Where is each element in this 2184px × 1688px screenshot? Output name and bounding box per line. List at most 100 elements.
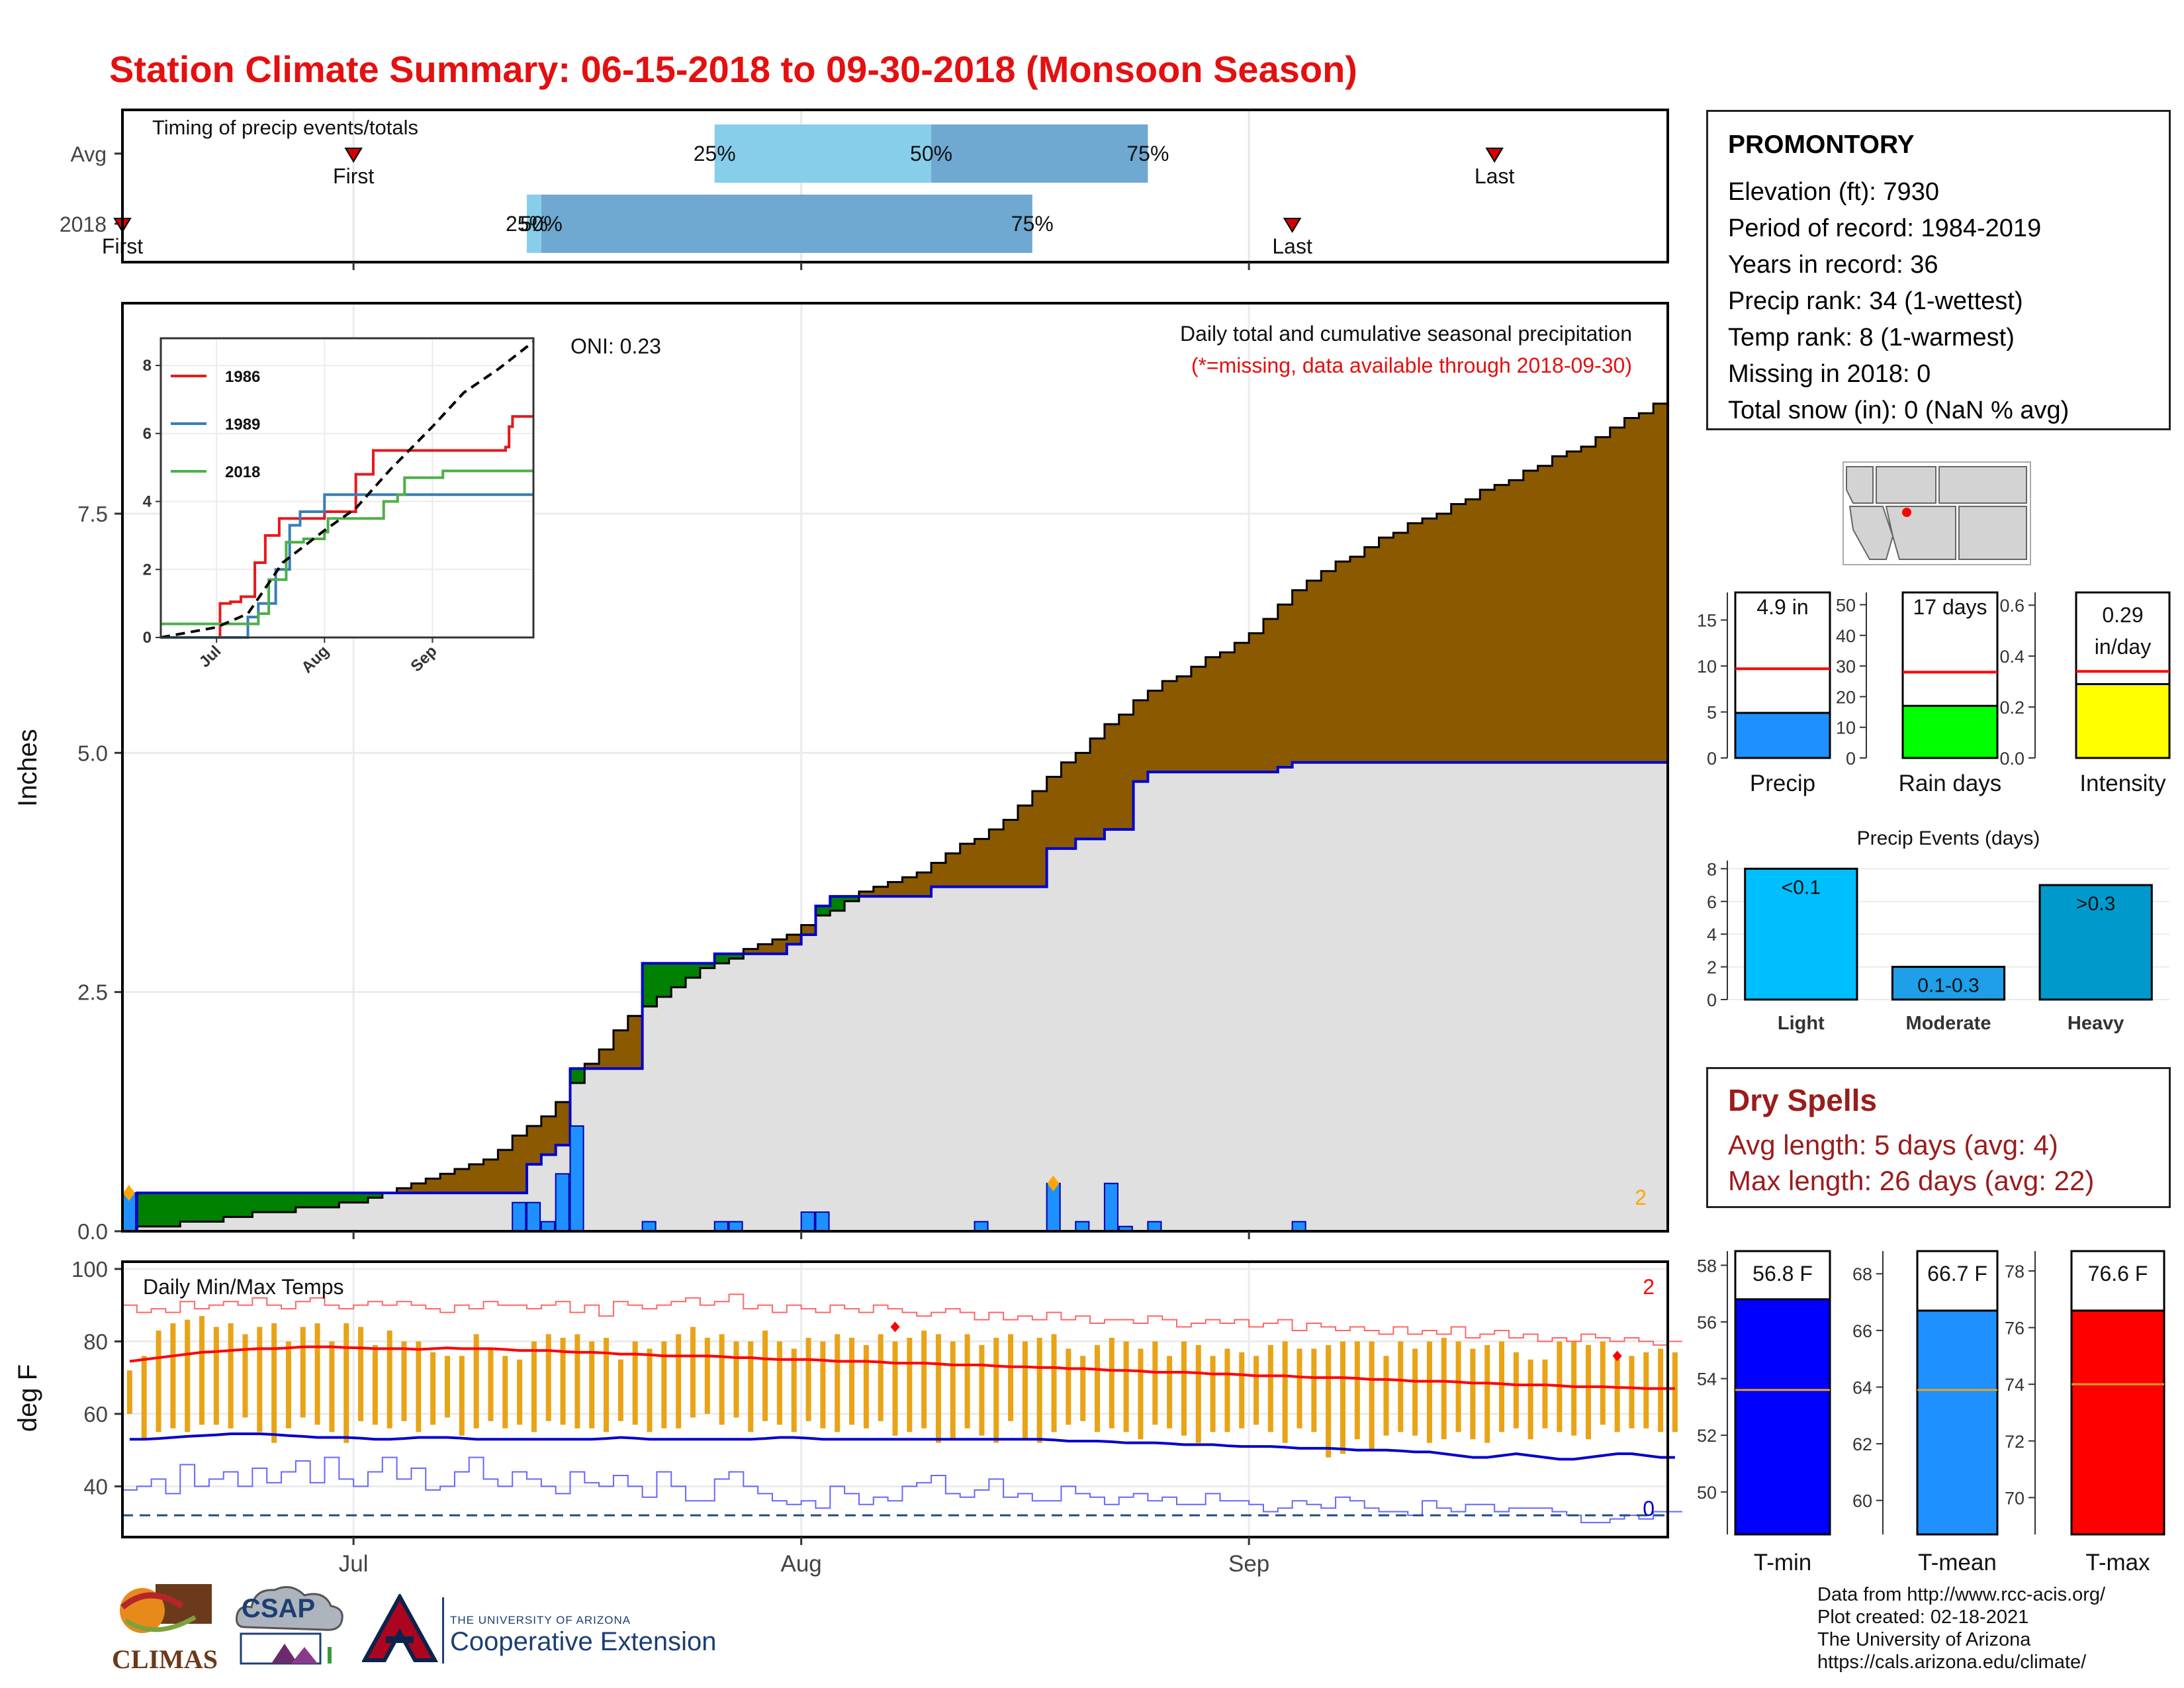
temp-daily-bar (228, 1323, 234, 1429)
timing-p25-label: 25% (694, 142, 736, 165)
precip-below-avg-area (873, 886, 889, 897)
precip-base-fill (1003, 886, 1019, 1231)
intensity-y-tick-label: 0.0 (1999, 749, 2025, 769)
temp-daily-bar (430, 1352, 436, 1425)
precip-above-avg-area (657, 963, 672, 997)
precip-base-fill (1436, 762, 1452, 1231)
precip-below-avg-area (1118, 714, 1134, 829)
temp-avg-min-line (129, 1432, 1675, 1461)
rain-days-y-tick-label: 20 (1836, 687, 1856, 707)
precip-above-avg-area (671, 963, 686, 988)
inset-legend-label: 1986 (225, 368, 260, 386)
ua-extension-text: Cooperative Extension (450, 1627, 717, 1656)
temp-daily-bar (1210, 1356, 1216, 1432)
temps-record-count: 2 (1643, 1275, 1655, 1299)
temp-daily-bar (271, 1323, 277, 1443)
precip-total-y-tick-label: 5 (1707, 703, 1717, 723)
precip-base-fill (382, 1193, 398, 1231)
temp-daily-bar (805, 1337, 811, 1421)
precip-below-avg-area (1306, 581, 1322, 763)
tmax-y-tick-label: 70 (2005, 1488, 2025, 1508)
page-title: Station Climate Summary: 06-15-2018 to 0… (109, 48, 1357, 90)
precip-base-fill (1205, 772, 1221, 1231)
temp-daily-bar (1672, 1352, 1678, 1432)
precip-base-fill (1480, 762, 1495, 1231)
precip-count-label: 2 (1635, 1186, 1647, 1209)
precip-above-avg-area (238, 1193, 253, 1217)
credit-line: https://cals.arizona.edu/climate/ (1817, 1652, 2087, 1673)
precip-base-fill (151, 1226, 166, 1231)
station-info-line: Precip rank: 34 (1-wettest) (1728, 287, 2023, 315)
temp-daily-bar (314, 1323, 320, 1425)
precip-below-avg-area (1191, 667, 1206, 773)
precip-below-avg-area (772, 939, 788, 954)
precip-below-avg-area (1177, 676, 1192, 773)
station-info-box: PROMONTORY Elevation (ft): 7930 Period o… (1706, 110, 2171, 430)
temps-panel-border (121, 1260, 1669, 1538)
precip-below-avg-area (902, 877, 917, 897)
precip-total-y-tick-label: 10 (1697, 657, 1717, 677)
precip-events-y-tick-label: 0 (1707, 990, 1717, 1010)
locator-map-states (1846, 466, 2027, 560)
precip-below-avg-area (1653, 403, 1668, 763)
precip-avg-cumulative-line (122, 399, 1669, 1233)
temp-daily-bar (1412, 1348, 1418, 1436)
temp-daily-bar (1527, 1359, 1533, 1440)
precip-below-avg-area (1451, 504, 1466, 763)
precip-base-fill (627, 1068, 643, 1231)
precip-base-fill (1595, 762, 1611, 1231)
precip-events-category-label: Heavy (2068, 1013, 2124, 1034)
tmean-y-tick-label: 62 (1852, 1434, 1872, 1454)
precip-base-fill (1624, 762, 1639, 1231)
precip-base-fill (815, 915, 831, 1231)
precip-panel-border (121, 302, 1669, 1233)
precip-base-fill (238, 1217, 253, 1231)
precip-daily-bar (569, 1125, 584, 1232)
timing-q1-bar (714, 124, 932, 183)
temp-daily-bar (1282, 1341, 1288, 1443)
tmin-y-tick-label: 52 (1697, 1426, 1717, 1446)
precip-base-fill (1653, 762, 1668, 1231)
temps-x-tick-label: Jul (339, 1551, 369, 1577)
temp-daily-bar (1138, 1348, 1144, 1440)
precip-base-fill (1610, 762, 1625, 1231)
temps-y-tick-label: 60 (83, 1402, 108, 1427)
timing-row-label: Avg (70, 142, 107, 166)
precip-base-fill (541, 1154, 557, 1231)
precip-daily-bar (1291, 1221, 1306, 1232)
temp-daily-bar (979, 1344, 985, 1436)
temp-daily-bar (1167, 1356, 1173, 1429)
precip-base-fill (599, 1068, 614, 1231)
precip-base-fill (1133, 781, 1148, 1231)
tmin-y-tick-label: 54 (1697, 1370, 1717, 1389)
precip-base-fill (426, 1193, 441, 1231)
precip-base-fill (1292, 762, 1307, 1231)
precip-below-avg-area (960, 843, 976, 887)
precip-below-avg-area (1567, 451, 1582, 763)
precip-base-fill (1422, 762, 1437, 1231)
temps-y-axis-label: deg F (13, 1364, 42, 1432)
inset-series-line (161, 469, 533, 626)
precip-above-avg-area (310, 1193, 326, 1207)
precip-base-fill (1277, 767, 1293, 1231)
precip-base-fill (758, 953, 773, 1231)
tmax-bar (2070, 1309, 2165, 1536)
temp-daily-bar (863, 1344, 869, 1429)
temp-daily-bar (1542, 1359, 1548, 1429)
precip-below-avg-area (1321, 571, 1336, 763)
precip-above-avg-area (151, 1193, 166, 1227)
logo-row: CLIMAS CSAP THE UNIVERSITY OF ARIZONA Co… (109, 1581, 745, 1680)
temp-daily-bar (1658, 1348, 1664, 1432)
precip-base-fill (960, 886, 976, 1231)
temp-daily-bar (892, 1341, 898, 1436)
precip-below-avg-area (887, 882, 903, 897)
inset-y-tick-label: 2 (143, 561, 152, 579)
temp-daily-bar (185, 1319, 191, 1432)
station-info-line: Missing in 2018: 0 (1728, 360, 1931, 388)
temp-daily-bar (1181, 1341, 1187, 1436)
precip-above-avg-area (208, 1193, 224, 1222)
precip-above-avg-area (136, 1193, 152, 1227)
timing-p75-label: 75% (1011, 212, 1054, 236)
precip-base-fill (454, 1193, 470, 1231)
precip-above-avg-area (844, 896, 860, 902)
